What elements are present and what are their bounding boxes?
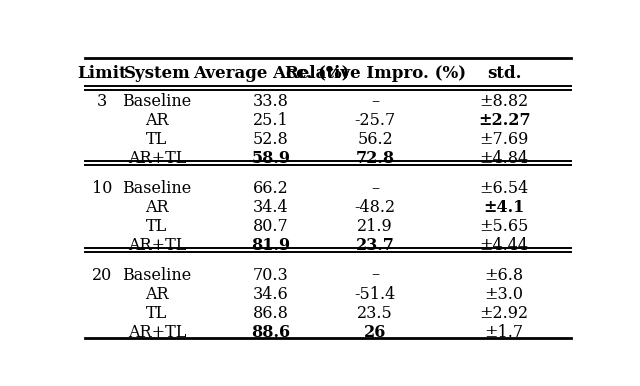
Text: 52.8: 52.8 (253, 131, 289, 148)
Text: –: – (371, 93, 379, 110)
Text: 70.3: 70.3 (253, 266, 289, 283)
Text: TL: TL (147, 131, 168, 148)
Text: ±5.65: ±5.65 (479, 218, 529, 235)
Text: –: – (371, 180, 379, 197)
Text: ±7.69: ±7.69 (479, 131, 529, 148)
Text: ±6.8: ±6.8 (484, 266, 524, 283)
Text: AR+TL: AR+TL (128, 150, 186, 168)
Text: 25.1: 25.1 (253, 112, 289, 129)
Text: 86.8: 86.8 (253, 305, 289, 322)
Text: 56.2: 56.2 (357, 131, 393, 148)
Text: –: – (371, 266, 379, 283)
Text: System: System (124, 64, 190, 81)
Text: ±4.1: ±4.1 (483, 199, 525, 216)
Text: 72.8: 72.8 (356, 150, 395, 168)
Text: 81.9: 81.9 (252, 237, 291, 254)
Text: Baseline: Baseline (122, 266, 191, 283)
Text: 66.2: 66.2 (253, 180, 289, 197)
Text: 33.8: 33.8 (253, 93, 289, 110)
Text: ±1.7: ±1.7 (484, 324, 524, 341)
Text: TL: TL (147, 305, 168, 322)
Text: 3: 3 (97, 93, 108, 110)
Text: 80.7: 80.7 (253, 218, 289, 235)
Text: AR: AR (145, 112, 169, 129)
Text: Limit: Limit (77, 64, 127, 81)
Text: 10: 10 (92, 180, 113, 197)
Text: 21.9: 21.9 (357, 218, 393, 235)
Text: AR+TL: AR+TL (128, 324, 186, 341)
Text: ±2.27: ±2.27 (478, 112, 531, 129)
Text: 20: 20 (92, 266, 113, 283)
Text: 88.6: 88.6 (252, 324, 291, 341)
Text: AR: AR (145, 199, 169, 216)
Text: TL: TL (147, 218, 168, 235)
Text: ±4.44: ±4.44 (479, 237, 529, 254)
Text: -51.4: -51.4 (355, 286, 396, 303)
Text: Baseline: Baseline (122, 180, 191, 197)
Text: AR+TL: AR+TL (128, 237, 186, 254)
Text: ±4.84: ±4.84 (479, 150, 529, 168)
Text: ±6.54: ±6.54 (479, 180, 529, 197)
Text: -48.2: -48.2 (355, 199, 396, 216)
Text: Relative Impro. (%): Relative Impro. (%) (285, 64, 466, 81)
Text: -25.7: -25.7 (355, 112, 396, 129)
Text: std.: std. (487, 64, 522, 81)
Text: ±2.92: ±2.92 (479, 305, 529, 322)
Text: ±3.0: ±3.0 (484, 286, 524, 303)
Text: 23.7: 23.7 (356, 237, 394, 254)
Text: Average Acc. (%): Average Acc. (%) (193, 64, 349, 81)
Text: 58.9: 58.9 (252, 150, 291, 168)
Text: 23.5: 23.5 (357, 305, 393, 322)
Text: Baseline: Baseline (122, 93, 191, 110)
Text: ±8.82: ±8.82 (479, 93, 529, 110)
Text: 26: 26 (364, 324, 387, 341)
Text: 34.6: 34.6 (253, 286, 289, 303)
Text: AR: AR (145, 286, 169, 303)
Text: 34.4: 34.4 (253, 199, 289, 216)
